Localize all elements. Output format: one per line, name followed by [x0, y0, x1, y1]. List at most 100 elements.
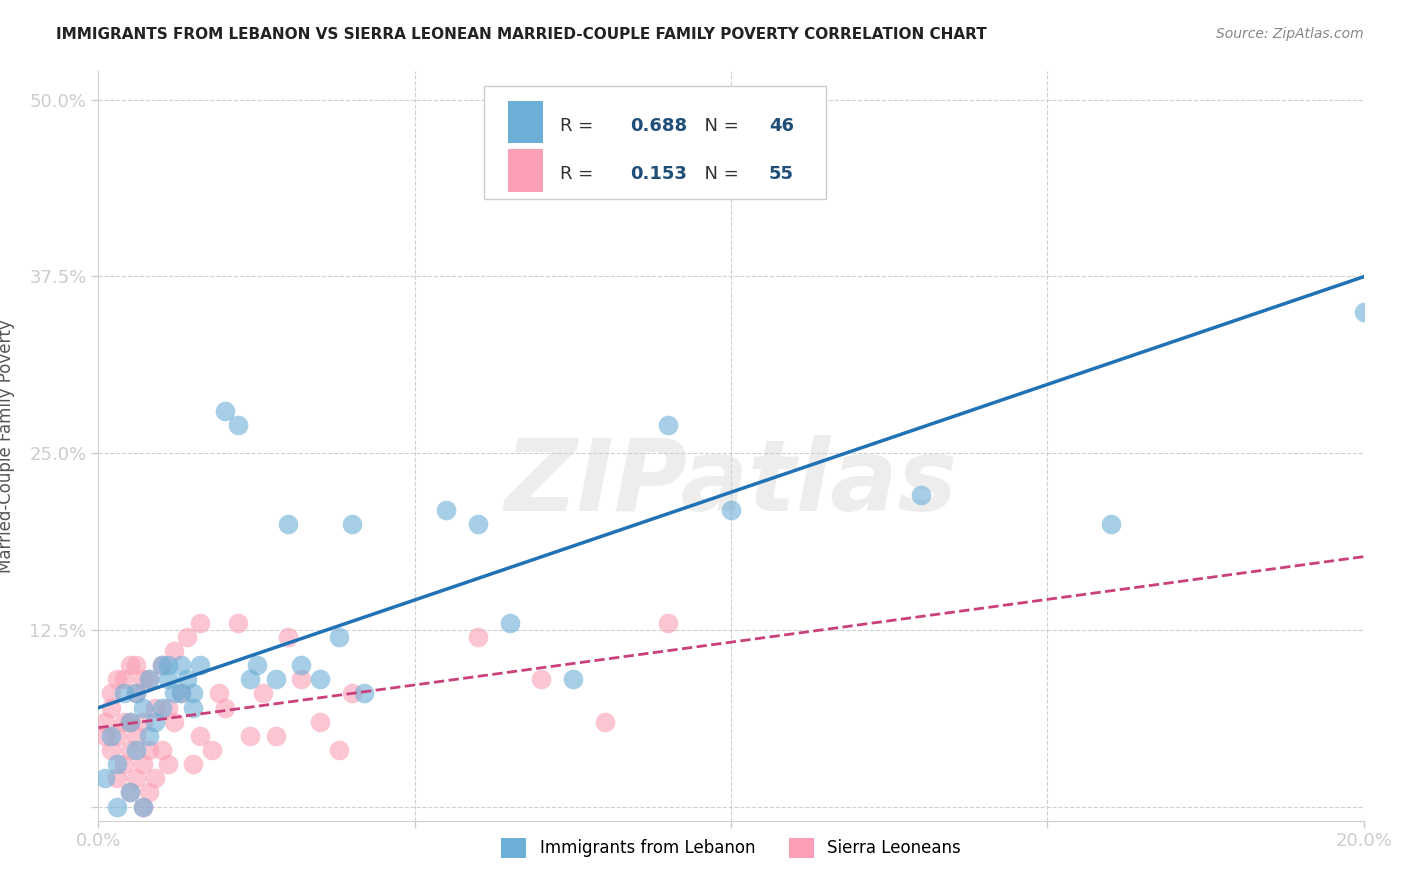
- Point: [163, 644, 186, 658]
- Text: N =: N =: [693, 165, 745, 184]
- Point: [188, 729, 211, 743]
- Point: [145, 771, 166, 785]
- Point: [132, 714, 155, 729]
- Point: [107, 673, 129, 687]
- Point: [112, 757, 135, 772]
- FancyBboxPatch shape: [509, 149, 543, 192]
- Point: [226, 615, 249, 630]
- Point: [100, 700, 122, 714]
- Text: 46: 46: [769, 117, 794, 135]
- Point: [150, 700, 173, 714]
- Point: [246, 658, 269, 673]
- Y-axis label: Married-Couple Family Poverty: Married-Couple Family Poverty: [0, 319, 15, 573]
- Point: [157, 673, 180, 687]
- Text: ZIPatlas: ZIPatlas: [505, 435, 957, 532]
- Point: [157, 700, 180, 714]
- Point: [176, 673, 198, 687]
- Point: [138, 743, 160, 757]
- Point: [290, 673, 312, 687]
- Point: [1353, 304, 1375, 318]
- Point: [214, 700, 236, 714]
- Point: [657, 417, 679, 432]
- Point: [93, 729, 117, 743]
- Point: [467, 516, 489, 531]
- Point: [120, 743, 141, 757]
- Point: [183, 686, 205, 700]
- Point: [183, 700, 205, 714]
- Point: [150, 658, 173, 673]
- Legend: Immigrants from Lebanon, Sierra Leoneans: Immigrants from Lebanon, Sierra Leoneans: [495, 831, 967, 864]
- Point: [188, 615, 211, 630]
- Point: [145, 714, 166, 729]
- Point: [264, 729, 287, 743]
- Point: [145, 700, 166, 714]
- Point: [201, 743, 224, 757]
- Point: [107, 771, 129, 785]
- FancyBboxPatch shape: [509, 101, 543, 144]
- Point: [290, 658, 312, 673]
- Point: [107, 757, 129, 772]
- Point: [188, 658, 211, 673]
- Point: [125, 771, 148, 785]
- Point: [120, 785, 141, 799]
- Point: [93, 714, 117, 729]
- Point: [264, 673, 287, 687]
- Point: [593, 93, 616, 107]
- Point: [150, 743, 173, 757]
- Point: [112, 673, 135, 687]
- Text: N =: N =: [693, 117, 745, 135]
- Point: [561, 673, 585, 687]
- Point: [132, 700, 155, 714]
- Point: [132, 757, 155, 772]
- Point: [208, 686, 231, 700]
- Text: 55: 55: [769, 165, 794, 184]
- FancyBboxPatch shape: [484, 87, 825, 199]
- Point: [120, 658, 141, 673]
- Point: [340, 686, 363, 700]
- Point: [132, 673, 155, 687]
- Point: [593, 714, 616, 729]
- Text: R =: R =: [560, 117, 599, 135]
- Point: [125, 743, 148, 757]
- Point: [183, 757, 205, 772]
- Point: [309, 673, 332, 687]
- Text: 0.153: 0.153: [630, 165, 686, 184]
- Point: [138, 729, 160, 743]
- Point: [112, 686, 135, 700]
- Text: 0.688: 0.688: [630, 117, 688, 135]
- Point: [163, 714, 186, 729]
- Point: [150, 658, 173, 673]
- Point: [309, 714, 332, 729]
- Point: [100, 686, 122, 700]
- Text: Source: ZipAtlas.com: Source: ZipAtlas.com: [1216, 27, 1364, 41]
- Point: [214, 403, 236, 417]
- Point: [467, 630, 489, 644]
- Point: [169, 686, 191, 700]
- Point: [239, 729, 262, 743]
- Point: [125, 729, 148, 743]
- Point: [107, 729, 129, 743]
- Point: [125, 686, 148, 700]
- Point: [132, 799, 155, 814]
- Point: [100, 743, 122, 757]
- Point: [100, 729, 122, 743]
- Text: R =: R =: [560, 165, 599, 184]
- Point: [120, 714, 141, 729]
- Point: [125, 686, 148, 700]
- Point: [107, 799, 129, 814]
- Point: [720, 502, 742, 516]
- Point: [157, 757, 180, 772]
- Point: [910, 488, 932, 502]
- Point: [138, 673, 160, 687]
- Point: [277, 630, 299, 644]
- Point: [176, 630, 198, 644]
- Point: [138, 785, 160, 799]
- Point: [1099, 516, 1122, 531]
- Point: [125, 658, 148, 673]
- Point: [328, 630, 350, 644]
- Text: IMMIGRANTS FROM LEBANON VS SIERRA LEONEAN MARRIED-COUPLE FAMILY POVERTY CORRELAT: IMMIGRANTS FROM LEBANON VS SIERRA LEONEA…: [56, 27, 987, 42]
- Point: [328, 743, 350, 757]
- Point: [93, 771, 117, 785]
- Point: [353, 686, 375, 700]
- Point: [120, 785, 141, 799]
